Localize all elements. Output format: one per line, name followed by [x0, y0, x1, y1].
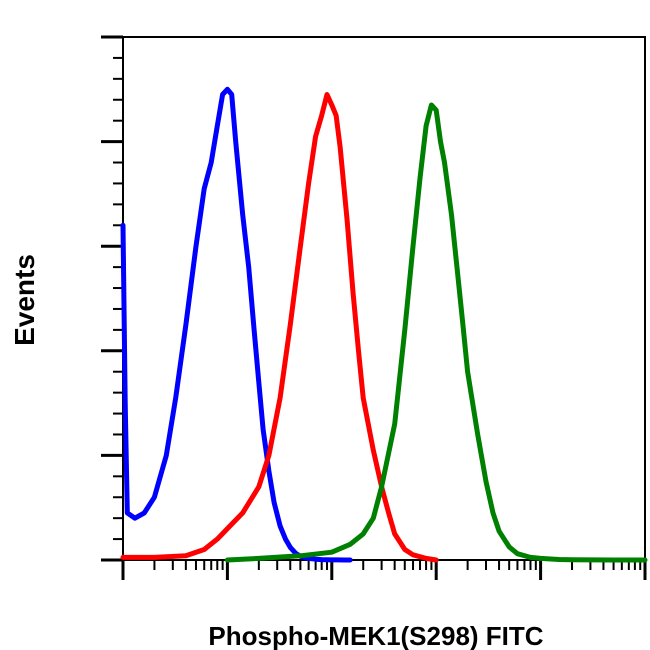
series-layer	[120, 86, 648, 563]
histogram-series-1	[120, 86, 353, 563]
y-axis-ticks	[101, 35, 123, 562]
y-axis-label: Events	[9, 254, 40, 346]
x-axis-ticks	[121, 560, 647, 580]
histogram-series-3	[224, 102, 648, 563]
x-axis-label: Phospho-MEK1(S298) FITC	[208, 621, 543, 650]
histogram-series-2	[120, 92, 439, 563]
